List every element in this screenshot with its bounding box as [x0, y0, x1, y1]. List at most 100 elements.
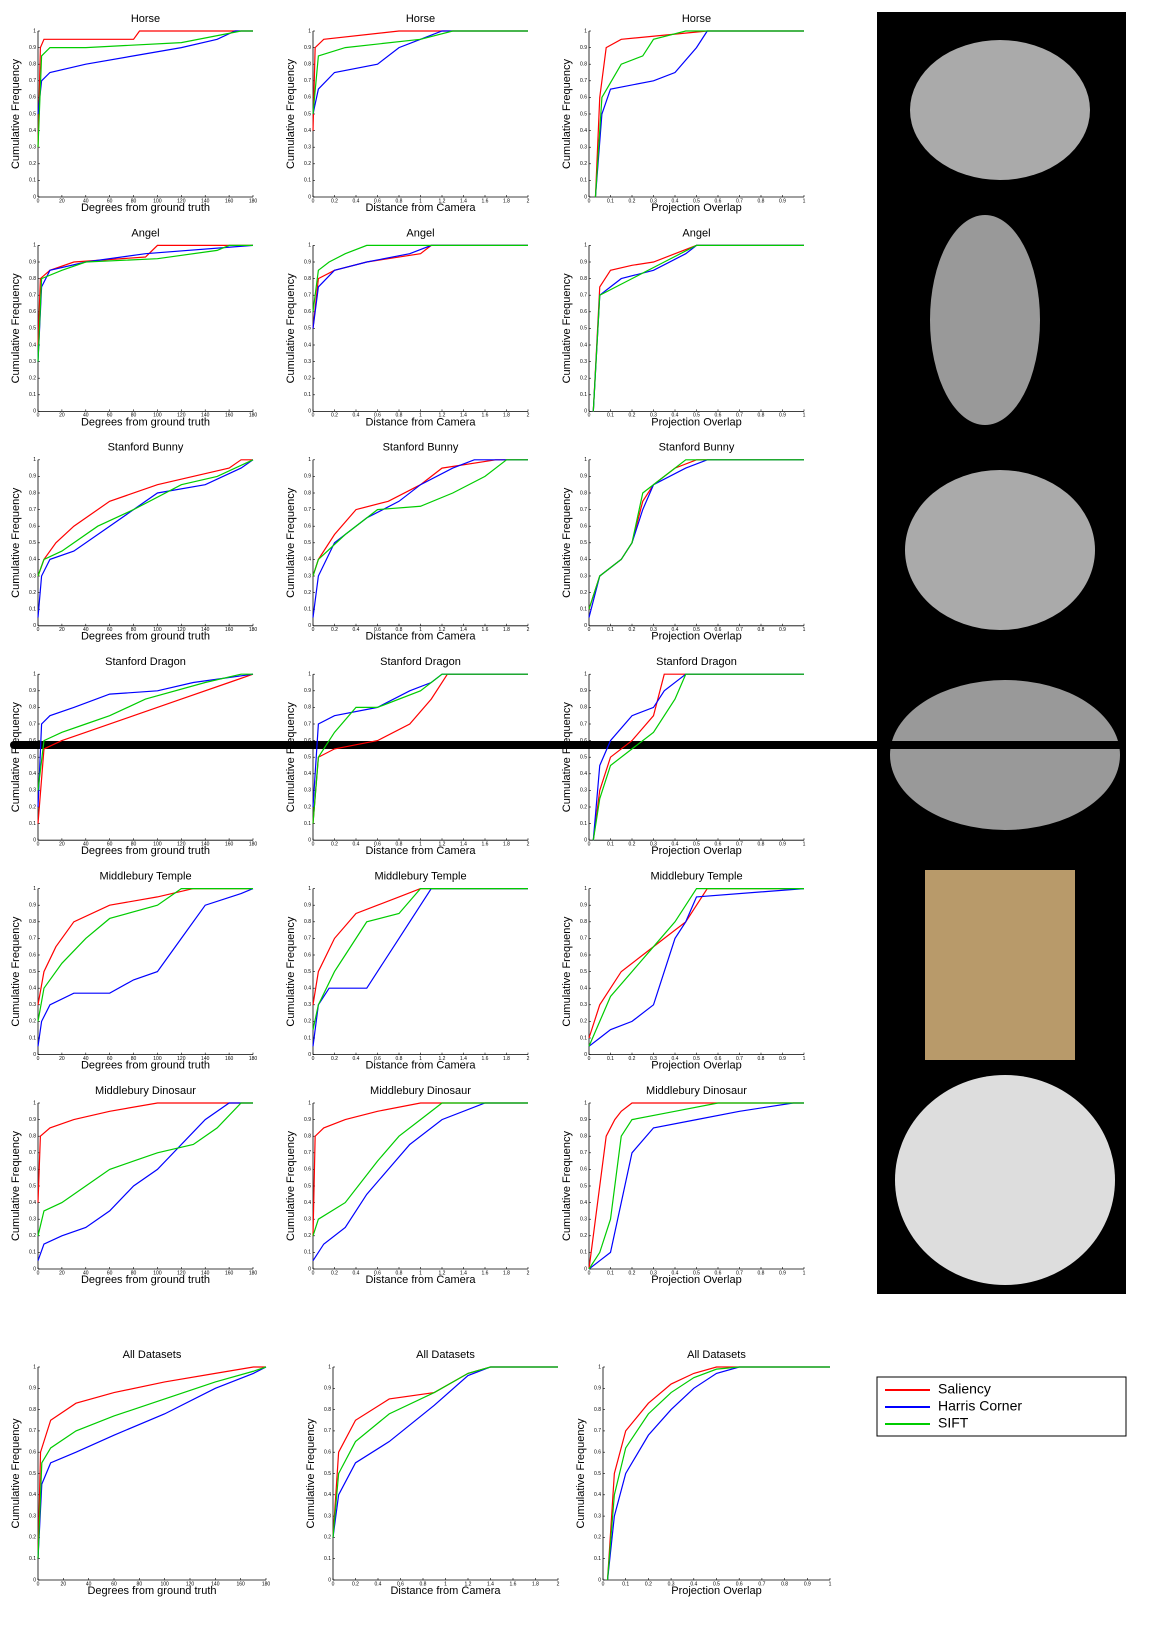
y-tick-label: 0.8 — [580, 1134, 587, 1140]
x-tick-label: 160 — [225, 413, 234, 419]
x-tick-label: 0.5 — [693, 198, 700, 204]
y-tick-label: 0.4 — [324, 1492, 331, 1498]
y-tick-label: 0.4 — [304, 986, 311, 992]
y-tick-label: 0.6 — [580, 309, 587, 315]
x-tick-label: 140 — [201, 1056, 210, 1062]
x-tick-label: 80 — [131, 413, 137, 419]
y-tick-label: 0.9 — [304, 688, 311, 694]
cdf-line — [589, 460, 804, 618]
x-tick-label: 0 — [312, 1056, 315, 1062]
y-tick-label: 0.2 — [580, 161, 587, 167]
x-tick-label: 100 — [153, 413, 162, 419]
x-tick-label: 0.4 — [353, 1056, 360, 1062]
y-tick-label: 1 — [33, 1100, 36, 1106]
y-axis-label: Cumulative Frequency — [10, 1130, 22, 1241]
x-tick-label: 0.8 — [420, 1581, 427, 1587]
y-tick-label: 0.1 — [29, 392, 36, 398]
x-tick-label: 0.8 — [758, 842, 765, 848]
y-tick-label: 0.3 — [594, 1513, 601, 1519]
horse-image — [910, 40, 1090, 180]
cdf-line — [595, 31, 804, 197]
x-tick-label: 2 — [527, 1270, 530, 1276]
x-tick-label: 140 — [201, 1270, 210, 1276]
y-tick-label: 0.8 — [304, 62, 311, 68]
x-tick-label: 0 — [312, 842, 315, 848]
x-tick-label: 60 — [111, 1581, 117, 1587]
x-tick-label: 0.9 — [779, 198, 786, 204]
y-tick-label: 0.1 — [304, 821, 311, 827]
cdf-line — [589, 460, 804, 609]
y-tick-label: 0.2 — [580, 590, 587, 596]
y-tick-label: 0.1 — [29, 1556, 36, 1562]
chart-title: Middlebury Dinosaur — [370, 1085, 471, 1097]
x-tick-label: 0.4 — [353, 627, 360, 633]
x-tick-label: 0.1 — [607, 1270, 614, 1276]
x-tick-label: 1.4 — [487, 1581, 494, 1587]
x-tick-label: 2 — [527, 198, 530, 204]
y-tick-label: 0.4 — [304, 342, 311, 348]
y-tick-label: 0.3 — [580, 1217, 587, 1223]
x-tick-label: 80 — [131, 1056, 137, 1062]
y-tick-label: 0.3 — [580, 359, 587, 365]
y-tick-label: 0.5 — [594, 1471, 601, 1477]
cdf-line — [38, 1367, 266, 1559]
y-tick-label: 1 — [584, 457, 587, 463]
x-tick-label: 0.2 — [331, 842, 338, 848]
figure: HorseDegrees from ground truthCumulative… — [0, 0, 1176, 1637]
x-tick-label: 80 — [131, 1270, 137, 1276]
y-tick-label: 0.6 — [580, 524, 587, 530]
x-axis-label: Degrees from ground truth — [87, 1585, 216, 1597]
x-tick-label: 0 — [588, 842, 591, 848]
x-tick-label: 180 — [249, 413, 258, 419]
y-tick-label: 0.9 — [580, 259, 587, 265]
x-tick-label: 0 — [37, 1270, 40, 1276]
y-axis-label: Cumulative Frequency — [305, 1418, 317, 1529]
y-tick-label: 1 — [584, 28, 587, 34]
y-tick-label: 0.9 — [29, 1117, 36, 1123]
y-tick-label: 0.9 — [29, 903, 36, 909]
chart-title: Angel — [682, 227, 710, 239]
y-tick-label: 0.3 — [29, 145, 36, 151]
cdf-line — [38, 1367, 266, 1559]
x-axis-label: Degrees from ground truth — [81, 631, 210, 643]
y-tick-label: 0.5 — [29, 969, 36, 975]
y-tick-label: 0.6 — [580, 95, 587, 101]
y-axis-label: Cumulative Frequency — [561, 1130, 573, 1241]
y-tick-label: 1 — [584, 1100, 587, 1106]
x-tick-label: 0.2 — [645, 1581, 652, 1587]
cdf-line — [589, 1103, 804, 1269]
cdf-line — [313, 31, 528, 114]
x-tick-label: 1 — [419, 1056, 422, 1062]
y-tick-label: 0.5 — [580, 969, 587, 975]
x-tick-label: 0.8 — [758, 1270, 765, 1276]
x-tick-label: 0.4 — [353, 198, 360, 204]
x-tick-label: 0 — [37, 1581, 40, 1587]
y-tick-label: 0.6 — [29, 1450, 36, 1456]
legend-label: SIFT — [938, 1415, 969, 1431]
y-tick-label: 0.5 — [29, 755, 36, 761]
y-tick-label: 0.6 — [29, 738, 36, 744]
x-tick-label: 0.1 — [607, 198, 614, 204]
x-tick-label: 160 — [225, 1056, 234, 1062]
x-tick-label: 0.3 — [650, 198, 657, 204]
legend-label: Saliency — [938, 1381, 991, 1397]
y-tick-label: 0.7 — [580, 721, 587, 727]
x-tick-label: 0.8 — [758, 413, 765, 419]
x-tick-label: 0 — [602, 1581, 605, 1587]
x-tick-label: 0.7 — [736, 1056, 743, 1062]
y-tick-label: 0.7 — [304, 1150, 311, 1156]
y-axis-label: Cumulative Frequency — [10, 58, 22, 169]
y-tick-label: 0.3 — [304, 573, 311, 579]
x-tick-label: 0 — [588, 1270, 591, 1276]
x-tick-label: 120 — [177, 1270, 186, 1276]
cdf-line — [593, 674, 804, 840]
x-tick-label: 1.6 — [482, 627, 489, 633]
y-axis-label: Cumulative Frequency — [285, 273, 297, 384]
y-tick-label: 0.4 — [29, 557, 36, 563]
x-tick-label: 1 — [444, 1581, 447, 1587]
x-tick-label: 40 — [83, 1270, 89, 1276]
chart-title: Middlebury Dinosaur — [95, 1085, 196, 1097]
y-tick-label: 0.8 — [304, 490, 311, 496]
y-tick-label: 0.7 — [29, 1150, 36, 1156]
y-tick-label: 0.7 — [324, 1428, 331, 1434]
